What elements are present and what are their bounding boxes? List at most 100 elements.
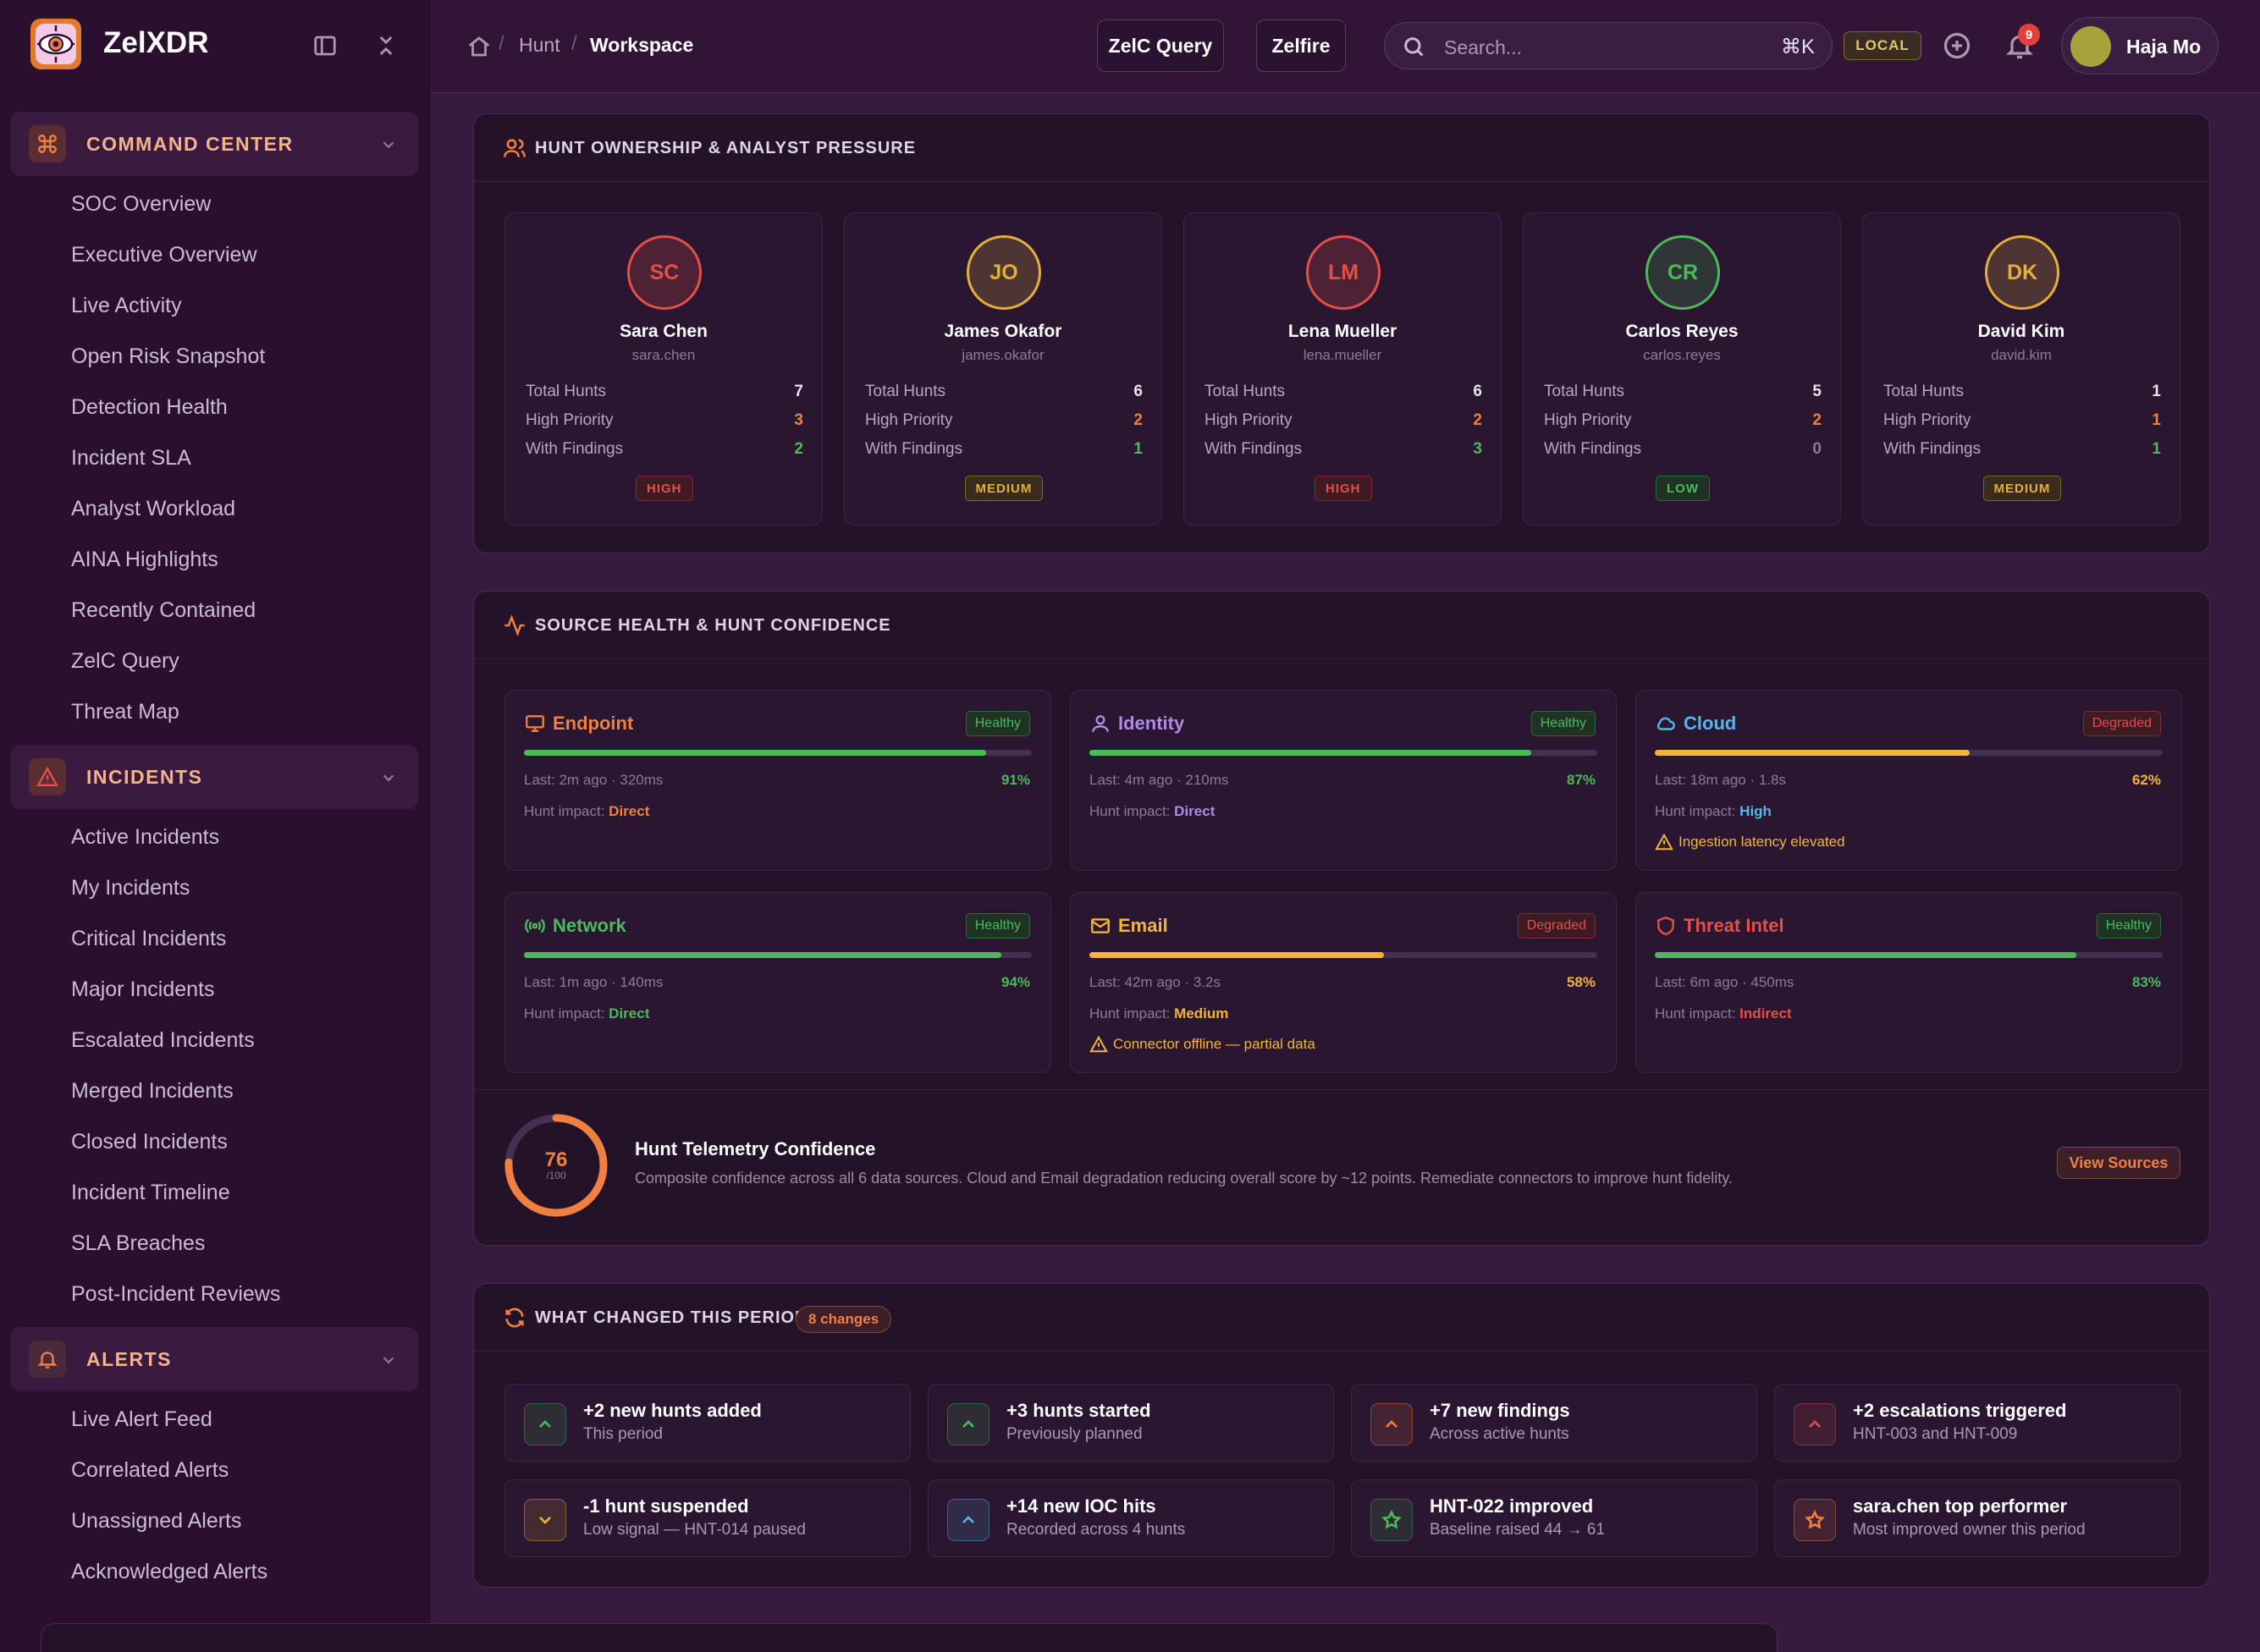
sidebar-item-post-incident-reviews[interactable]: Post-Incident Reviews [71, 1282, 281, 1306]
stat-value: 6 [1133, 383, 1143, 400]
analyst-stat-high: High Priority 3 [526, 411, 803, 430]
nav-group-command-center[interactable]: COMMAND CENTER [10, 112, 418, 176]
sidebar-item-critical-incidents[interactable]: Critical Incidents [71, 927, 227, 950]
analyst-name: Lena Mueller [1287, 322, 1397, 341]
stat-label: With Findings [865, 440, 963, 458]
stat-value: 0 [1812, 440, 1822, 458]
stat-label: Total Hunts [865, 383, 946, 400]
analyst-card[interactable]: DK David Kim david.kim Total Hunts 1 High Pri… [1862, 212, 2180, 526]
sidebar-item-soc-overview[interactable]: SOC Overview [71, 192, 212, 216]
analyst-card[interactable]: SC Sara Chen sara.chen Total Hunts 7 High Pri… [504, 212, 823, 526]
sidebar-item-sla-breaches[interactable]: SLA Breaches [71, 1231, 206, 1255]
analyst-avatar: CR [1645, 235, 1720, 310]
change-card[interactable]: -1 hunt suspended Low signal — HNT-014 pa… [504, 1479, 911, 1557]
change-card[interactable]: HNT-022 improved Baseline raised 44 → 61 [1351, 1479, 1757, 1557]
view-sources-button[interactable]: View Sources [2057, 1147, 2180, 1179]
sidebar-item-unassigned-alerts[interactable]: Unassigned Alerts [71, 1509, 242, 1533]
app-logo[interactable] [30, 19, 81, 69]
sidebar-item-aina-highlights[interactable]: AINA Highlights [71, 548, 218, 571]
stat-value: 3 [1473, 440, 1482, 458]
stat-value: 1 [2152, 440, 2161, 458]
change-card[interactable]: sara.chen top performer Most improved own… [1774, 1479, 2180, 1557]
source-card-threat-intel[interactable]: Threat Intel Healthy Last: 6m ago · 450ms 8… [1635, 892, 2182, 1073]
sidebar-item-executive-overview[interactable]: Executive Overview [71, 243, 257, 267]
warning-text: Ingestion latency elevated [1678, 834, 1845, 850]
stat-value: 2 [1473, 411, 1482, 429]
nav-group-alerts[interactable]: ALERTS [10, 1327, 418, 1391]
user-menu[interactable]: Haja Mo [2061, 17, 2219, 74]
sidebar-item-closed-incidents[interactable]: Closed Incidents [71, 1130, 228, 1154]
source-status-badge: Healthy [965, 711, 1030, 736]
change-card[interactable]: +7 new findings Across active hunts [1351, 1384, 1757, 1462]
source-card-network[interactable]: Network Healthy Last: 1m ago · 140ms 94% Hun… [504, 892, 1051, 1073]
sidebar-item-threat-map[interactable]: Threat Map [71, 700, 179, 724]
change-subtitle: Across active hunts [1430, 1425, 1569, 1443]
sidebar-item-incident-timeline[interactable]: Incident Timeline [71, 1181, 230, 1204]
source-status-badge: Degraded [1517, 913, 1596, 939]
change-card[interactable]: +2 new hunts added This period [504, 1384, 911, 1462]
sidebar-item-active-incidents[interactable]: Active Incidents [71, 825, 220, 849]
analyst-card[interactable]: JO James Okafor james.okafor Total Hunts 6 Hi… [844, 212, 1162, 526]
change-subtitle: HNT-003 and HNT-009 [1853, 1425, 2018, 1443]
sidebar-item-live-activity[interactable]: Live Activity [71, 294, 182, 317]
chevron-down-icon [379, 1351, 398, 1369]
search-input[interactable]: Search... ⌘K [1384, 22, 1833, 69]
toggle-sidebar-icon[interactable] [308, 29, 342, 63]
change-card[interactable]: +14 new IOC hits Recorded across 4 hunts [928, 1479, 1334, 1557]
sidebar-item-open-risk-snapshot[interactable]: Open Risk Snapshot [71, 344, 266, 368]
sidebar-item-analyst-workload[interactable]: Analyst Workload [71, 497, 236, 520]
analyst-card[interactable]: CR Carlos Reyes carlos.reyes Total Hunts 5 Hi… [1523, 212, 1841, 526]
zelc-query-button[interactable]: ZelC Query [1097, 19, 1224, 72]
source-health-fill [1089, 750, 1531, 756]
warning-icon [1089, 1035, 1108, 1053]
panel-header: WHAT CHANGED THIS PERIOD 8 changes [474, 1284, 2209, 1352]
source-card-endpoint[interactable]: Endpoint Healthy Last: 2m ago · 320ms 91% Hu… [504, 690, 1051, 871]
home-icon[interactable] [466, 34, 492, 59]
source-name: Identity [1118, 713, 1185, 734]
zelfire-button[interactable]: Zelfire [1256, 19, 1346, 72]
sidebar-item-correlated-alerts[interactable]: Correlated Alerts [71, 1458, 229, 1482]
source-card-cloud[interactable]: Cloud Degraded Last: 18m ago · 1.8s 62% Hunt… [1635, 690, 2182, 871]
confidence-score: 76 [544, 1148, 568, 1171]
impact-label: Hunt impact: [1655, 803, 1736, 819]
chevron-down-icon [524, 1499, 566, 1541]
change-card[interactable]: +2 escalations triggered HNT-003 and HNT-… [1774, 1384, 2180, 1462]
collapse-all-icon[interactable] [369, 29, 403, 63]
change-card[interactable]: +3 hunts started Previously planned [928, 1384, 1334, 1462]
source-status-badge: Healthy [965, 913, 1030, 939]
source-status-badge: Healthy [1530, 711, 1596, 736]
source-card-email[interactable]: Email Degraded Last: 42m ago · 3.2s 58% Hunt… [1070, 892, 1617, 1073]
sidebar-item-merged-incidents[interactable]: Merged Incidents [71, 1079, 234, 1103]
sidebar-item-acknowledged-alerts[interactable]: Acknowledged Alerts [71, 1560, 268, 1583]
warning-icon [29, 758, 66, 796]
change-title: +2 escalations triggered [1853, 1400, 2067, 1421]
source-name: Threat Intel [1684, 915, 1784, 936]
topbar: / Hunt / Workspace ZelC Query Zelfire Se… [433, 0, 2260, 93]
add-icon[interactable] [1942, 30, 1972, 61]
identity-icon [1089, 713, 1111, 735]
impact-value: Medium [1174, 1005, 1229, 1021]
sidebar-item-escalated-incidents[interactable]: Escalated Incidents [71, 1028, 255, 1052]
sidebar-item-my-incidents[interactable]: My Incidents [71, 876, 190, 900]
source-health-percent: 94% [1000, 974, 1030, 990]
sidebar-item-detection-health[interactable]: Detection Health [71, 395, 228, 419]
panel-header: HUNT OWNERSHIP & ANALYST PRESSURE [474, 114, 2209, 182]
sidebar-item-incident-sla[interactable]: Incident SLA [71, 446, 191, 470]
pressure-badge: HIGH [636, 476, 693, 501]
change-subtitle: This period [583, 1425, 663, 1443]
source-card-identity[interactable]: Identity Healthy Last: 4m ago · 210ms 87% Hu… [1070, 690, 1617, 871]
change-subtitle: Most improved owner this period [1853, 1521, 2086, 1539]
source-name: Email [1118, 915, 1168, 936]
impact-value: High [1739, 803, 1772, 819]
sidebar-item-recently-contained[interactable]: Recently Contained [71, 598, 256, 622]
analyst-stat-high: High Priority 2 [1204, 411, 1482, 430]
source-hunt-impact: Hunt impact: Direct [524, 803, 649, 820]
breadcrumb-hunt[interactable]: Hunt [519, 34, 560, 56]
source-health-percent: 83% [2131, 974, 2161, 990]
sidebar-item-live-alert-feed[interactable]: Live Alert Feed [71, 1407, 212, 1431]
analyst-card[interactable]: LM Lena Mueller lena.mueller Total Hunts 6 Hi… [1183, 212, 1502, 526]
sidebar-item-zelc-query[interactable]: ZelC Query [71, 649, 179, 673]
star-icon [1370, 1499, 1413, 1541]
nav-group-incidents[interactable]: INCIDENTS [10, 745, 418, 809]
sidebar-item-major-incidents[interactable]: Major Incidents [71, 977, 215, 1001]
